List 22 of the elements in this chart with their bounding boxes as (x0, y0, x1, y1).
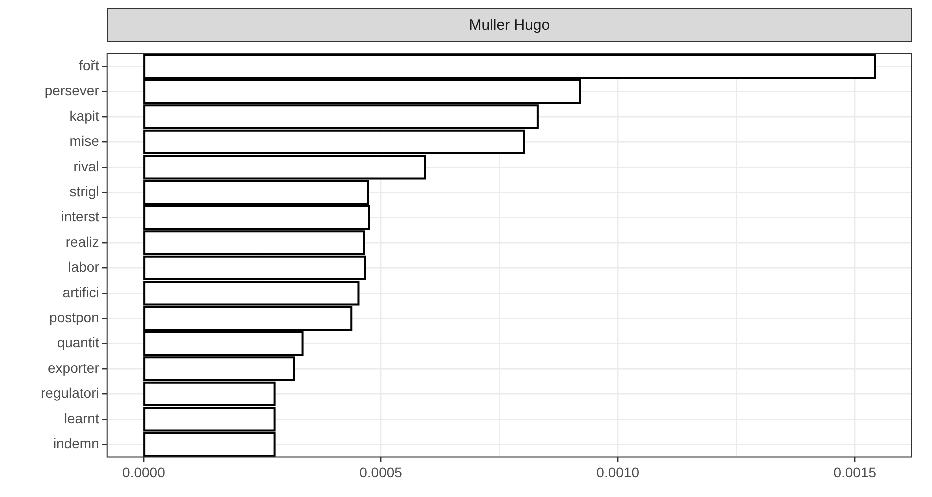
chart-title: Muller Hugo (469, 16, 550, 34)
x-tick-label: 0.0010 (596, 464, 640, 480)
y-tick-label: mise (70, 133, 100, 150)
facet-strip: Muller Hugo (107, 8, 912, 42)
y-tick-label: kapit (70, 108, 100, 124)
y-tick-label: artifici (62, 284, 100, 300)
y-tick-label: rival (74, 158, 100, 174)
y-tick-label: quantit (57, 334, 100, 351)
x-tick-label: 0.0000 (122, 464, 166, 480)
y-tick-label: postpon (50, 309, 100, 326)
y-tick-label: interst (61, 208, 100, 225)
y-tick-label: learnt (64, 410, 100, 426)
y-tick-label: strigl (70, 183, 100, 200)
x-tick-label: 0.0015 (834, 464, 877, 480)
y-tick-label: regulatori (40, 385, 100, 402)
y-tick-label: labor (68, 259, 100, 276)
y-tick-label: indemn (53, 435, 100, 452)
y-tick-label: fořt (79, 57, 100, 74)
x-tick-label: 0.0005 (360, 464, 403, 480)
y-tick-label: exporter (48, 360, 100, 376)
y-tick-label: persever (44, 82, 100, 99)
y-tick-label: realiz (66, 234, 100, 250)
